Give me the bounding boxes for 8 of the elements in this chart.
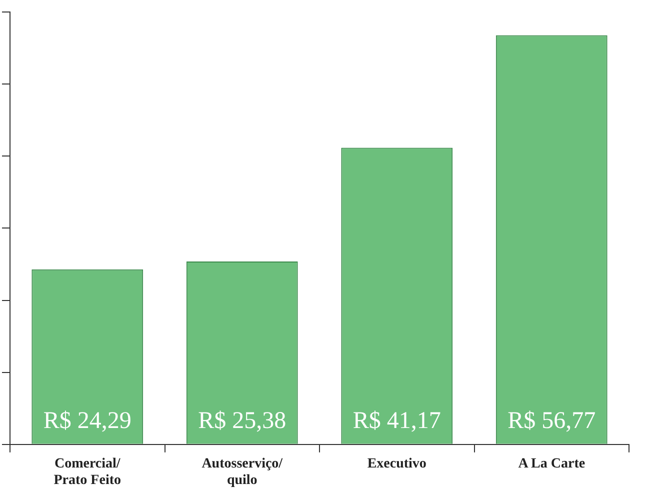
data-label: R$ 24,29 [43, 408, 132, 434]
data-label: R$ 25,38 [198, 408, 286, 434]
x-tick-label: Executivo [367, 456, 426, 472]
x-tick-label: A La Carte [518, 456, 586, 472]
x-tick-label: Comercial/ Prato Feito [54, 456, 122, 488]
data-label: R$ 56,77 [508, 408, 596, 434]
x-tick-label: Autosserviço/ quilo [202, 456, 284, 488]
data-label: R$ 41,17 [352, 408, 441, 434]
